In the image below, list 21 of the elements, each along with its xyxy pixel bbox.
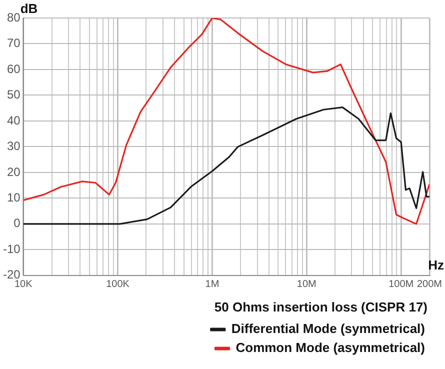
x-tick-label: 1M xyxy=(205,279,220,290)
y-tick-label: 70 xyxy=(6,36,21,50)
x-tick-label: 200M xyxy=(416,279,442,290)
y-axis-title: dB xyxy=(20,1,38,16)
legend-label: Differential Mode (symmetrical) xyxy=(231,321,426,336)
y-tick-label: 10 xyxy=(6,190,21,204)
x-tick-label: 100K xyxy=(106,279,130,290)
legend-label: Common Mode (asymmetrical) xyxy=(236,340,426,356)
y-tick-label: 60 xyxy=(6,62,21,76)
y-tick-label: -10 xyxy=(3,242,21,256)
y-tick-label: 80 xyxy=(6,10,21,24)
x-axis-title: Hz xyxy=(428,257,444,272)
y-tick-label: 40 xyxy=(6,113,21,128)
y-tick-label: 30 xyxy=(6,139,21,154)
y-tick-label: 20 xyxy=(6,164,21,179)
legend-title: 50 Ohms insertion loss (CISPR 17) xyxy=(214,299,428,314)
y-tick-label: 0 xyxy=(14,216,21,230)
x-tick-label: 100M xyxy=(388,279,414,290)
y-tick-label: 50 xyxy=(6,88,21,102)
x-tick-label: 10K xyxy=(14,279,33,290)
x-tick-label: 10M xyxy=(296,279,316,290)
